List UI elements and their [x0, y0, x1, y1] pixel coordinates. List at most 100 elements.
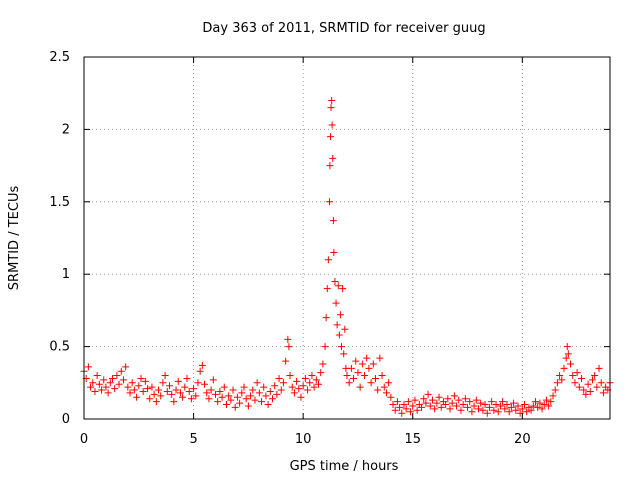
data-point: [468, 408, 476, 416]
data-point: [371, 374, 379, 382]
data-point: [494, 408, 502, 416]
data-point: [135, 382, 143, 390]
data-point: [201, 380, 209, 388]
data-point: [152, 398, 160, 406]
x-tick-label: 5: [189, 432, 197, 447]
data-point: [475, 405, 482, 413]
data-point: [150, 390, 158, 398]
data-point: [418, 403, 426, 411]
data-point: [268, 395, 276, 403]
chart-title: Day 363 of 2011, SRMTID for receiver guu…: [202, 21, 485, 36]
data-point: [124, 383, 132, 391]
data-point: [488, 398, 496, 406]
y-tick-label: 1.5: [49, 195, 70, 210]
data-point: [413, 406, 421, 414]
data-point: [328, 121, 336, 129]
data-point: [285, 343, 293, 351]
data-point: [411, 396, 419, 404]
data-point: [378, 372, 386, 380]
data-point: [168, 390, 176, 398]
y-tick-label: 0: [62, 412, 70, 427]
data-point: [159, 379, 167, 387]
data-point: [207, 386, 215, 394]
data-point: [242, 395, 250, 403]
data-point: [481, 401, 489, 409]
data-point: [284, 335, 292, 343]
data-point: [312, 376, 320, 384]
data-point: [102, 383, 110, 391]
data-point: [216, 387, 224, 395]
data-point: [597, 379, 605, 387]
data-point: [396, 403, 404, 411]
data-point: [146, 395, 154, 403]
data-point: [393, 398, 401, 406]
data-point: [358, 360, 366, 368]
data-point: [225, 392, 233, 400]
data-point: [240, 383, 248, 391]
data-point: [563, 343, 571, 351]
data-point: [354, 369, 362, 377]
data-point: [426, 402, 434, 410]
plot-frame: [83, 56, 611, 420]
data-point: [262, 392, 270, 400]
data-point: [179, 393, 187, 401]
data-point: [391, 406, 399, 414]
data-point: [220, 383, 228, 391]
data-point: [503, 401, 511, 409]
data-point: [385, 379, 393, 387]
data-point: [558, 376, 566, 384]
data-point: [466, 398, 474, 406]
data-point: [547, 398, 555, 406]
x-tick-label: 15: [404, 432, 421, 447]
data-point: [534, 403, 542, 411]
x-tick-label: 20: [514, 432, 531, 447]
data-point: [485, 403, 493, 411]
data-point: [273, 390, 281, 398]
data-point: [214, 398, 222, 406]
data-point: [369, 360, 377, 368]
data-point: [290, 389, 298, 397]
data-point: [326, 162, 334, 170]
data-point: [271, 382, 279, 390]
data-point: [333, 321, 341, 329]
data-point: [338, 343, 346, 351]
data-point: [163, 387, 171, 395]
data-point: [194, 379, 202, 387]
data-point: [91, 387, 99, 395]
data-point: [253, 379, 261, 387]
data-point: [529, 402, 537, 410]
data-point: [593, 383, 601, 391]
data-point: [251, 396, 259, 404]
data-point: [382, 389, 390, 397]
data-point: [277, 386, 285, 394]
data-point: [586, 387, 594, 395]
data-points: [80, 96, 614, 417]
data-point: [501, 405, 509, 413]
data-point: [231, 403, 239, 411]
data-point: [293, 377, 301, 385]
x-tick-label: 10: [295, 432, 312, 447]
data-point: [126, 389, 134, 397]
data-point: [141, 377, 149, 385]
data-point: [363, 354, 371, 362]
data-point: [288, 383, 296, 391]
data-point: [356, 383, 364, 391]
data-point: [111, 385, 119, 393]
data-point: [518, 405, 526, 413]
data-point: [343, 372, 351, 380]
data-point: [249, 386, 257, 394]
data-point: [540, 401, 548, 409]
data-point: [575, 383, 583, 391]
y-tick-label: 2.5: [49, 50, 70, 65]
x-tick-label: 0: [80, 432, 88, 447]
data-point: [275, 374, 283, 382]
data-point: [155, 386, 163, 394]
data-point: [258, 398, 266, 406]
data-point: [389, 401, 397, 409]
data-point: [538, 405, 546, 413]
data-point: [310, 383, 318, 391]
data-point: [367, 379, 375, 387]
data-point: [299, 382, 307, 390]
data-point: [328, 96, 336, 104]
data-point: [306, 379, 314, 387]
